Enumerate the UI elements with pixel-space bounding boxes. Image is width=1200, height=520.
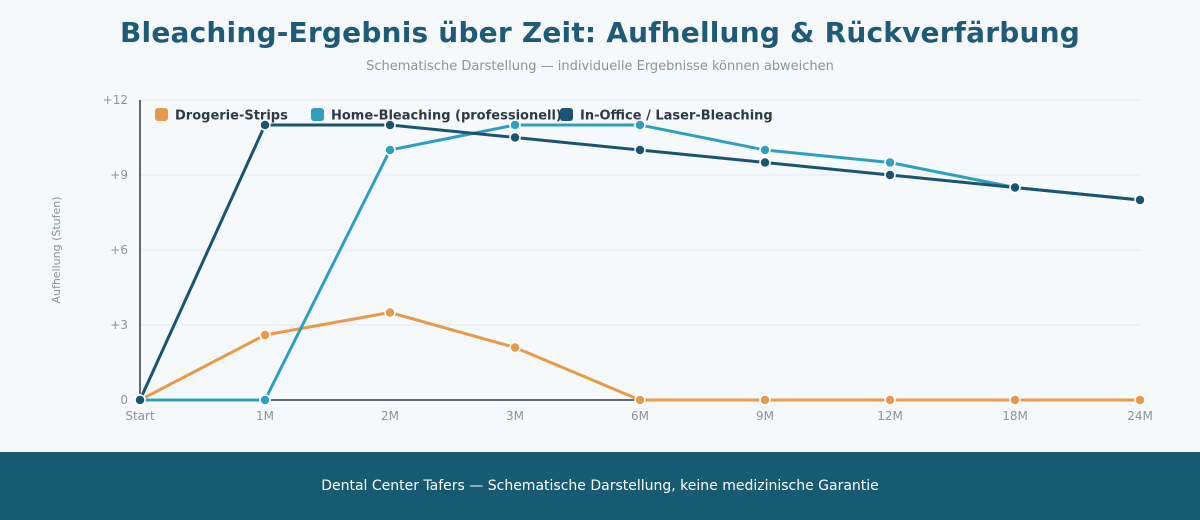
x-tick-label: 6M	[631, 409, 649, 423]
line-chart: 0 +3 +6 +9 +12 Start 1M 2M 3M 6M 9M 12M 18M 24M Aufhel…	[50, 93, 1153, 423]
data-point	[884, 394, 896, 406]
x-tick-label: 24M	[1127, 409, 1153, 423]
footer-bar: Dental Center Tafers — Schematische Dars…	[0, 452, 1200, 520]
x-tick-label: 1M	[256, 409, 274, 423]
data-point	[1009, 181, 1021, 194]
series-line	[138, 311, 1142, 402]
x-tick-label: 2M	[381, 409, 399, 423]
y-tick-label: +6	[110, 243, 128, 257]
data-point	[384, 144, 396, 156]
x-tick-label: 18M	[1002, 409, 1028, 423]
x-tick-label: 12M	[877, 409, 903, 423]
y-tick-label: +9	[110, 168, 128, 182]
data-point	[634, 119, 646, 131]
legend-label: Home-Bleaching (professionell)	[331, 109, 562, 124]
chart-subtitle: Schematische Darstellung — individuelle …	[366, 59, 834, 74]
series-line	[138, 123, 1142, 402]
x-tick-label: 9M	[756, 409, 774, 423]
chart-title: Bleaching-Ergebnis über Zeit: Aufhellung…	[120, 16, 1080, 49]
data-point	[1134, 194, 1146, 206]
data-point	[634, 394, 646, 406]
data-point	[384, 119, 396, 131]
data-point	[759, 394, 771, 406]
x-tick-label: Start	[125, 409, 155, 423]
y-tick-label: 0	[120, 393, 128, 407]
data-point	[884, 156, 896, 169]
data-point	[134, 394, 146, 406]
y-tick-label: +12	[103, 93, 128, 107]
legend-label: Drogerie-Strips	[175, 109, 288, 124]
data-point	[759, 144, 771, 156]
data-point	[884, 169, 896, 181]
data-point	[384, 306, 396, 319]
data-point	[509, 341, 521, 354]
data-point	[1134, 394, 1146, 406]
data-point	[259, 394, 271, 406]
data-point	[634, 144, 646, 156]
series-line	[138, 123, 1142, 402]
y-axis-label: Aufhellung (Stufen)	[50, 196, 63, 303]
data-point	[759, 156, 771, 169]
legend-label: In-Office / Laser-Bleaching	[580, 109, 773, 124]
footer-text: Dental Center Tafers — Schematische Dars…	[321, 478, 879, 494]
legend-swatch	[155, 108, 168, 121]
x-tick-label: 3M	[506, 409, 524, 423]
data-point	[509, 119, 521, 131]
data-point	[259, 329, 271, 341]
legend-swatch	[560, 108, 573, 121]
y-tick-label: +3	[110, 318, 128, 332]
legend-swatch	[311, 108, 324, 121]
data-point	[509, 131, 521, 144]
data-point	[259, 119, 271, 131]
data-point	[1009, 394, 1021, 406]
